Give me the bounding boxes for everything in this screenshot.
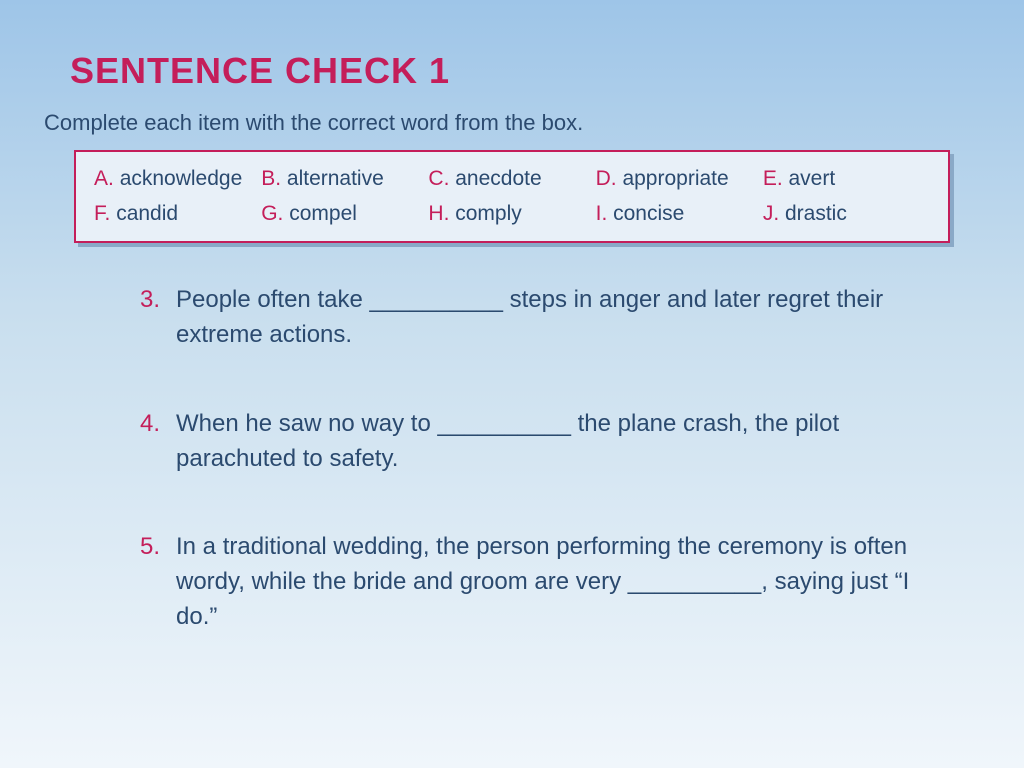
word-box-container: A. acknowledge B. alternative C. anecdot… — [74, 150, 950, 243]
word-letter: C. — [428, 167, 449, 190]
word-letter: I. — [596, 202, 608, 225]
word-cell: D. appropriate — [596, 162, 763, 197]
word-cell: J. drastic — [763, 197, 930, 232]
word-cell: H. comply — [428, 197, 595, 232]
questions-list: 3. People often take __________ steps in… — [70, 283, 954, 635]
question-number: 5. — [140, 530, 176, 634]
page-title: SENTENCE CHECK 1 — [70, 50, 954, 92]
question-number: 3. — [140, 283, 176, 353]
slide: SENTENCE CHECK 1 Complete each item with… — [0, 0, 1024, 768]
word-cell: C. anecdote — [428, 162, 595, 197]
word-text: candid — [116, 202, 178, 225]
question-item: 3. People often take __________ steps in… — [140, 283, 944, 353]
word-cell: F. candid — [94, 197, 261, 232]
word-text: concise — [613, 202, 684, 225]
question-number: 4. — [140, 407, 176, 477]
word-row: A. acknowledge B. alternative C. anecdot… — [94, 162, 930, 197]
word-cell: E. avert — [763, 162, 930, 197]
word-box: A. acknowledge B. alternative C. anecdot… — [74, 150, 950, 243]
question-text: In a traditional wedding, the person per… — [176, 530, 944, 634]
instructions-text: Complete each item with the correct word… — [44, 110, 954, 136]
word-letter: J. — [763, 202, 779, 225]
word-text: avert — [789, 167, 836, 190]
word-letter: D. — [596, 167, 617, 190]
word-letter: A. — [94, 167, 114, 190]
word-letter: H. — [428, 202, 449, 225]
question-text: People often take __________ steps in an… — [176, 283, 944, 353]
word-row: F. candid G. compel H. comply I. concise… — [94, 197, 930, 232]
word-text: acknowledge — [120, 167, 243, 190]
word-letter: G. — [261, 202, 283, 225]
word-cell: B. alternative — [261, 162, 428, 197]
word-text: anecdote — [455, 167, 541, 190]
word-cell: I. concise — [596, 197, 763, 232]
word-text: appropriate — [622, 167, 728, 190]
word-cell: G. compel — [261, 197, 428, 232]
word-letter: F. — [94, 202, 110, 225]
word-text: drastic — [785, 202, 847, 225]
word-text: compel — [289, 202, 357, 225]
question-item: 4. When he saw no way to __________ the … — [140, 407, 944, 477]
word-cell: A. acknowledge — [94, 162, 261, 197]
word-text: alternative — [287, 167, 384, 190]
word-letter: E. — [763, 167, 783, 190]
word-letter: B. — [261, 167, 281, 190]
question-item: 5. In a traditional wedding, the person … — [140, 530, 944, 634]
word-text: comply — [455, 202, 522, 225]
question-text: When he saw no way to __________ the pla… — [176, 407, 944, 477]
